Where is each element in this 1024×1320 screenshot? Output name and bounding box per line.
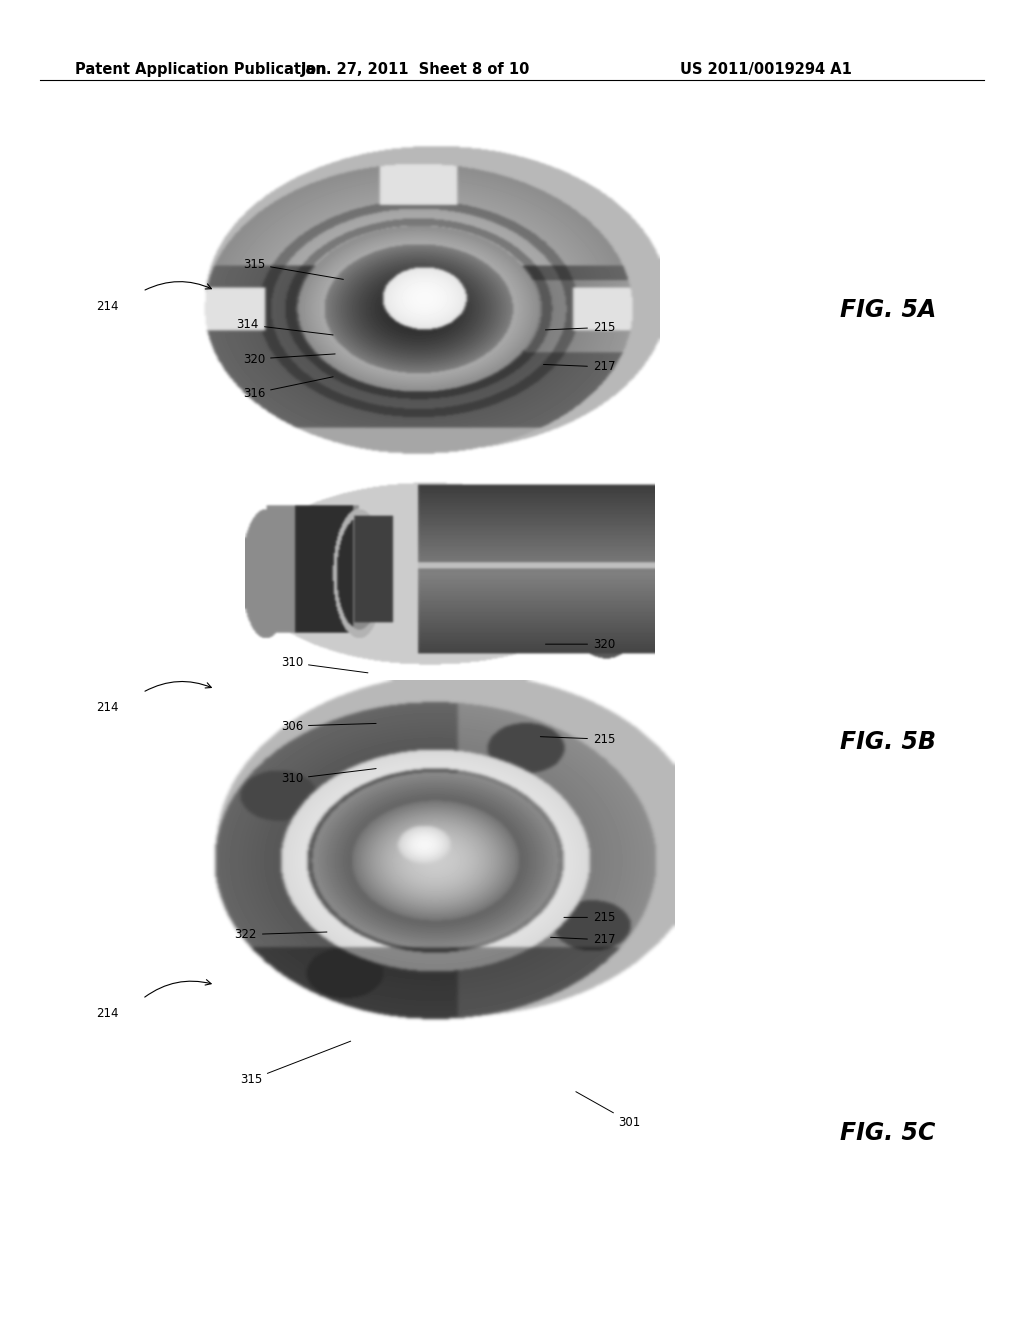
Text: 214: 214 xyxy=(96,300,119,313)
Text: 310: 310 xyxy=(281,656,368,673)
Text: 316: 316 xyxy=(243,376,333,400)
Text: US 2011/0019294 A1: US 2011/0019294 A1 xyxy=(680,62,852,77)
Text: 320: 320 xyxy=(546,638,615,651)
Text: Jan. 27, 2011  Sheet 8 of 10: Jan. 27, 2011 Sheet 8 of 10 xyxy=(300,62,529,77)
Text: 215: 215 xyxy=(541,733,615,746)
Text: FIG. 5B: FIG. 5B xyxy=(840,730,936,754)
Text: FIG. 5C: FIG. 5C xyxy=(840,1121,935,1144)
Text: 217: 217 xyxy=(551,933,615,946)
Text: 320: 320 xyxy=(243,352,335,366)
Text: 315: 315 xyxy=(243,257,343,280)
Text: FIG. 5A: FIG. 5A xyxy=(840,298,936,322)
Text: 214: 214 xyxy=(96,701,119,714)
Text: 217: 217 xyxy=(544,360,615,374)
Text: 214: 214 xyxy=(96,1007,119,1020)
Text: 306: 306 xyxy=(281,719,376,733)
Text: Patent Application Publication: Patent Application Publication xyxy=(75,62,327,77)
Text: 215: 215 xyxy=(546,321,615,334)
Text: 322: 322 xyxy=(234,928,327,941)
Text: 314: 314 xyxy=(237,318,333,335)
Text: 301: 301 xyxy=(575,1092,641,1129)
Text: 310: 310 xyxy=(281,768,376,785)
Text: 215: 215 xyxy=(564,911,615,924)
Text: 315: 315 xyxy=(240,1041,350,1086)
